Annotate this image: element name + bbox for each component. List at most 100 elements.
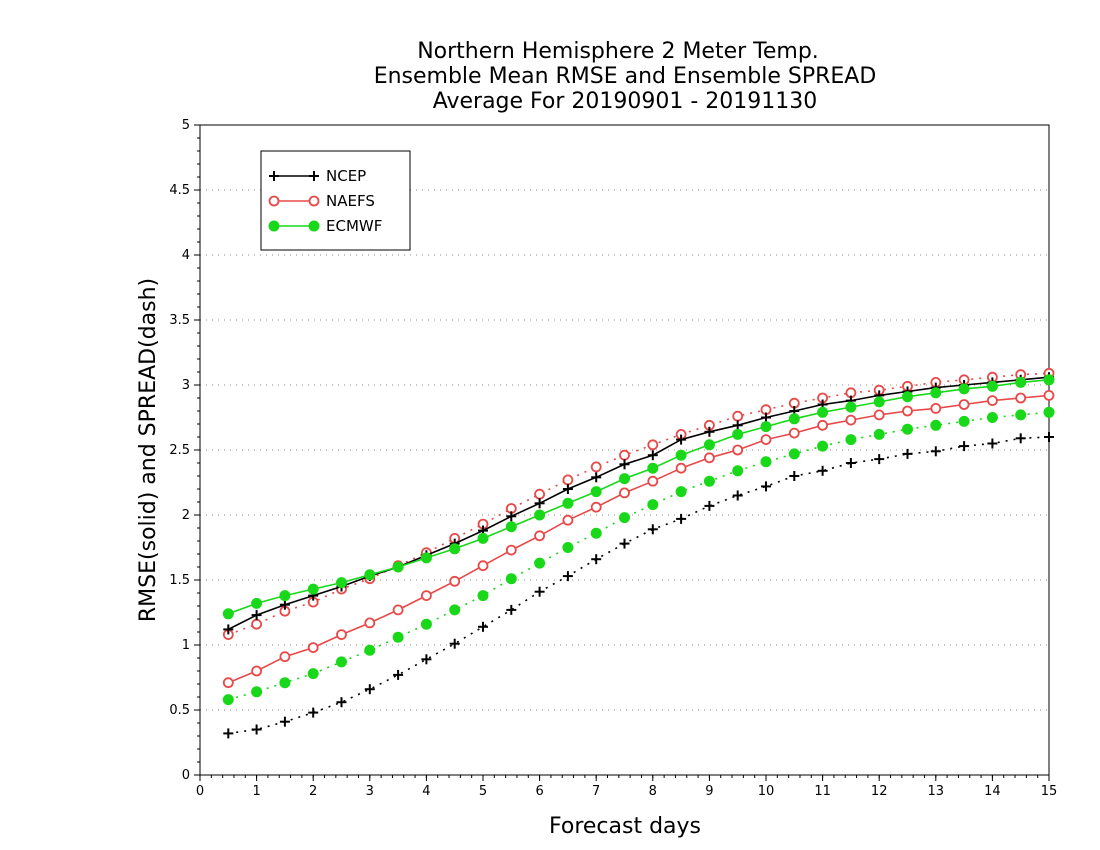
data-point-naefs-rmse [647, 475, 659, 487]
x-tick-label: 15 [1041, 784, 1058, 799]
data-point-ecmwf-rmse [477, 532, 489, 544]
data-point-ecmwf-spread [986, 412, 998, 423]
data-point-ncep-spread [817, 465, 828, 476]
data-point-ncep-spread [393, 669, 404, 680]
data-point-ncep-rmse [534, 498, 545, 509]
data-point-ecmwf-rmse [364, 569, 376, 581]
data-point-naefs-spread [590, 461, 602, 473]
data-point-ecmwf-spread [647, 499, 659, 511]
y-tick-label: 4.5 [169, 183, 190, 198]
data-point-naefs-rmse [392, 604, 404, 616]
x-tick-label: 4 [422, 784, 430, 799]
data-point-ecmwf-spread [222, 694, 234, 706]
data-point-ecmwf-spread [562, 542, 574, 553]
data-point-ncep-spread [902, 448, 913, 459]
data-point-ecmwf-rmse [817, 406, 829, 418]
x-tick-label: 11 [814, 784, 831, 799]
data-point-naefs-rmse [1043, 389, 1055, 401]
y-tick-label: 4 [182, 248, 190, 263]
data-point-naefs-rmse [732, 444, 744, 456]
data-point-ncep-spread [421, 654, 432, 665]
data-point-ncep-rmse [761, 412, 771, 423]
data-point-ncep-spread [930, 446, 941, 457]
data-point-naefs-rmse [987, 395, 998, 407]
series-ncep-rmse [223, 372, 1054, 635]
data-point-naefs-rmse [760, 434, 772, 446]
data-point-ecmwf-spread [251, 686, 263, 698]
data-point-ncep-spread [987, 438, 998, 449]
data-point-ncep-spread [761, 481, 771, 492]
x-tick-label: 14 [984, 784, 1001, 799]
data-point-ncep-spread [732, 490, 743, 501]
legend: NCEP NAEFS ECMWF [260, 150, 411, 251]
data-point-ecmwf-rmse [788, 413, 800, 425]
data-point-naefs-rmse [562, 514, 574, 526]
data-point-naefs-rmse [817, 419, 828, 431]
data-point-ecmwf-rmse [732, 428, 744, 440]
data-point-ecmwf-spread [930, 419, 942, 431]
data-point-ecmwf-spread [590, 527, 602, 539]
x-tick-label: 1 [252, 784, 260, 799]
data-point-ecmwf-rmse [420, 552, 432, 564]
data-point-ncep-spread [562, 571, 573, 582]
data-point-naefs-spread [647, 439, 659, 451]
title-line-3: Average For 20190901 - 20191130 [433, 89, 818, 114]
data-point-naefs-rmse [1015, 392, 1027, 404]
x-tick-label: 2 [309, 784, 317, 799]
data-point-ecmwf-rmse [1015, 376, 1027, 388]
title-line-1: Northern Hemisphere 2 Meter Temp. [417, 39, 819, 64]
data-point-ecmwf-spread [845, 434, 857, 446]
series-line-ecmwf-rmse [228, 379, 1050, 615]
data-point-ecmwf-rmse [703, 439, 715, 451]
data-point-ncep-spread [223, 728, 234, 739]
x-tick-label: 0 [196, 784, 204, 799]
data-point-ncep-rmse [279, 599, 290, 610]
data-point-ecmwf-spread [336, 656, 347, 668]
y-tick-label: 0.5 [169, 703, 190, 718]
data-point-ecmwf-spread [958, 415, 970, 427]
x-tick-label: 13 [928, 784, 945, 799]
legend-label: NAEFS [326, 192, 375, 210]
series-line-ncep-spread [228, 436, 1050, 735]
data-point-ecmwf-rmse [675, 449, 687, 461]
data-point-naefs-rmse [307, 642, 319, 653]
data-point-ncep-spread [789, 471, 800, 481]
x-tick-label: 7 [592, 784, 600, 799]
data-point-ncep-spread [704, 500, 715, 511]
y-tick-label: 3 [182, 378, 190, 393]
y-tick-label: 5 [182, 118, 190, 133]
x-tick-label: 9 [705, 784, 713, 799]
x-tick-label: 12 [871, 784, 888, 799]
data-point-ecmwf-rmse [1043, 374, 1055, 386]
data-point-naefs-rmse [704, 452, 715, 464]
legend-item-naefs: NAEFS [268, 192, 375, 210]
x-tick-label: 8 [649, 784, 657, 799]
data-point-ncep-rmse [676, 434, 687, 445]
data-point-naefs-spread [251, 618, 263, 630]
data-point-ecmwf-rmse [222, 608, 234, 620]
data-point-ncep-spread [308, 707, 319, 718]
data-point-ecmwf-spread [1015, 409, 1027, 421]
legend-item-ncep: NCEP [269, 167, 366, 185]
data-point-naefs-rmse [477, 560, 489, 572]
data-point-ecmwf-rmse [590, 486, 602, 498]
data-point-ecmwf-rmse [534, 509, 546, 521]
legend-label: ECMWF [326, 217, 382, 235]
series-naefs-rmse [222, 389, 1055, 689]
data-point-naefs-spread [534, 488, 545, 500]
data-point-naefs-rmse [930, 402, 942, 414]
data-point-ecmwf-rmse [307, 583, 319, 595]
x-tick-label: 6 [535, 784, 543, 799]
data-point-naefs-rmse [675, 462, 687, 474]
x-axis-label: Forecast days [549, 814, 701, 839]
x-tick-label: 3 [366, 784, 374, 799]
data-point-ncep-spread [874, 454, 885, 465]
data-point-naefs-rmse [251, 665, 263, 677]
data-point-ecmwf-rmse [845, 401, 857, 413]
series-ncep-spread [223, 432, 1054, 739]
data-point-ecmwf-spread [279, 677, 291, 689]
data-point-ecmwf-spread [732, 465, 744, 477]
y-tick-label: 2.5 [169, 443, 190, 458]
data-point-ecmwf-rmse [930, 387, 942, 399]
data-point-ecmwf-spread [817, 440, 829, 452]
